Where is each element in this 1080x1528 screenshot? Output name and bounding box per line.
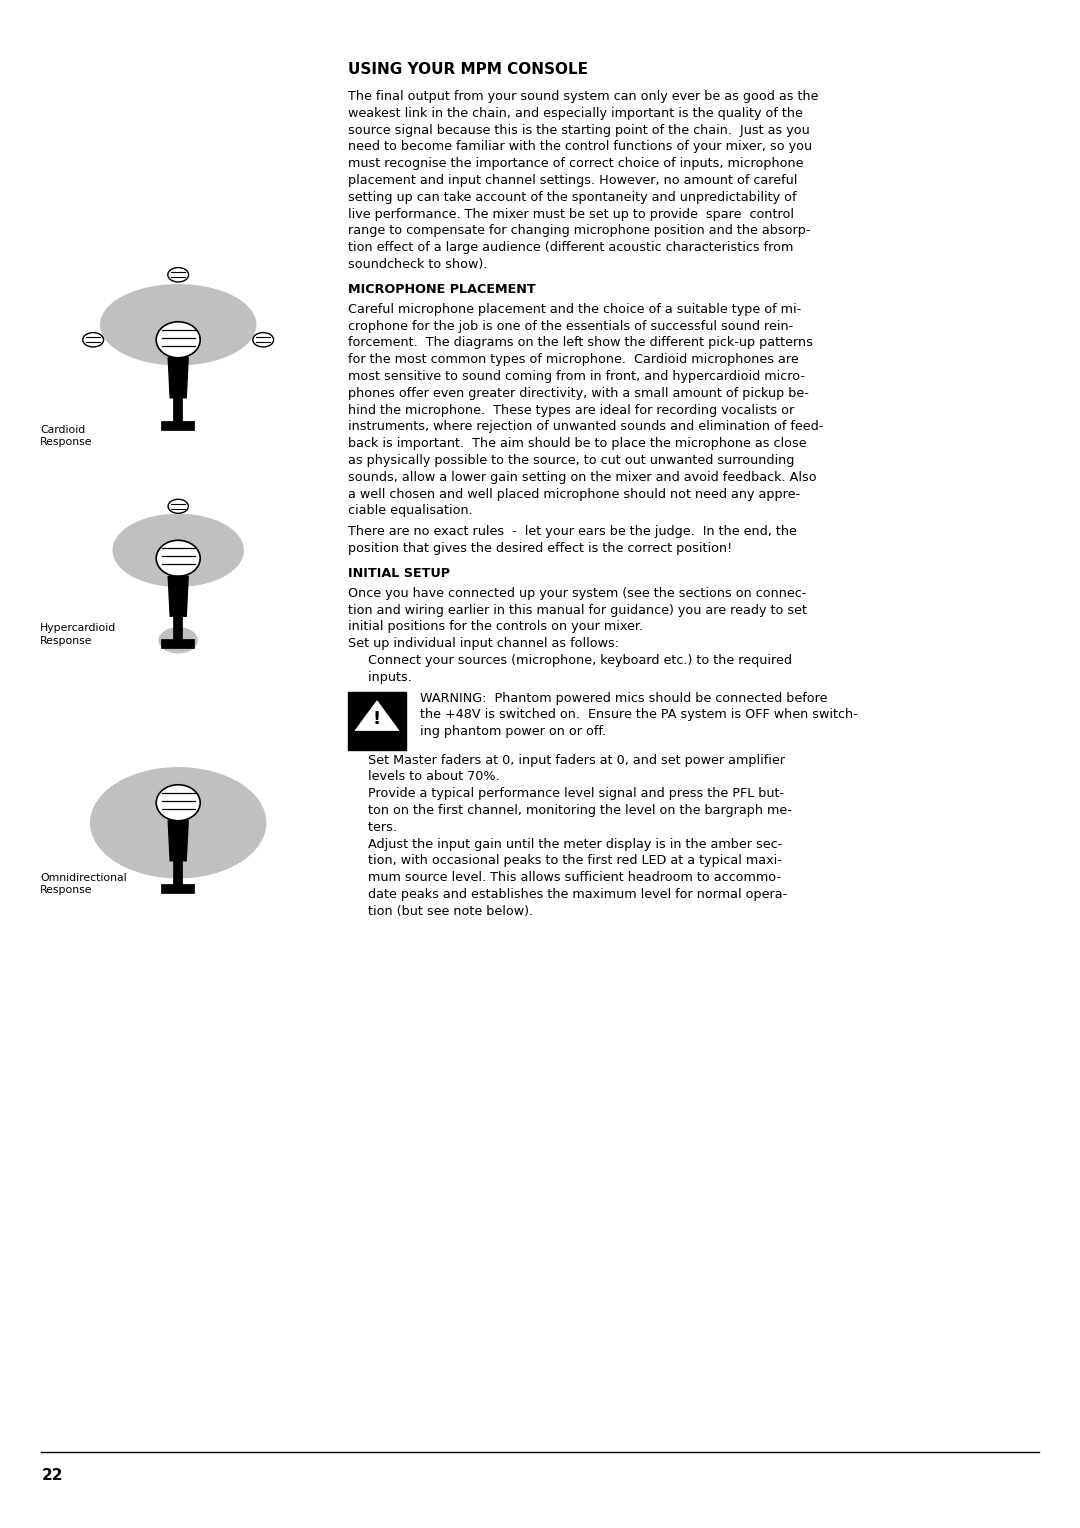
Ellipse shape — [91, 767, 266, 877]
Text: inputs.: inputs. — [348, 671, 411, 685]
Text: tion, with occasional peaks to the first red LED at a typical maxi-: tion, with occasional peaks to the first… — [348, 854, 782, 868]
Ellipse shape — [167, 267, 189, 283]
Text: WARNING:  Phantom powered mics should be connected before: WARNING: Phantom powered mics should be … — [420, 692, 827, 704]
Text: must recognise the importance of correct choice of inputs, microphone: must recognise the importance of correct… — [348, 157, 804, 170]
Ellipse shape — [157, 541, 200, 576]
Text: USING YOUR MPM CONSOLE: USING YOUR MPM CONSOLE — [348, 63, 588, 76]
Text: position that gives the desired effect is the correct position!: position that gives the desired effect i… — [348, 542, 732, 555]
Text: MICROPHONE PLACEMENT: MICROPHONE PLACEMENT — [348, 283, 536, 296]
Text: tion effect of a large audience (different acoustic characteristics from: tion effect of a large audience (differe… — [348, 241, 794, 254]
Text: Careful microphone placement and the choice of a suitable type of mi-: Careful microphone placement and the cho… — [348, 303, 801, 316]
Polygon shape — [168, 821, 188, 860]
Text: sounds, allow a lower gain setting on the mixer and avoid feedback. Also: sounds, allow a lower gain setting on th… — [348, 471, 816, 484]
Text: Cardioid
Response: Cardioid Response — [40, 425, 93, 448]
Text: soundcheck to show).: soundcheck to show). — [348, 258, 487, 270]
Text: date peaks and establishes the maximum level for normal opera-: date peaks and establishes the maximum l… — [348, 888, 787, 902]
Text: live performance. The mixer must be set up to provide  spare  control: live performance. The mixer must be set … — [348, 208, 794, 220]
Text: initial positions for the controls on your mixer.: initial positions for the controls on yo… — [348, 620, 643, 634]
Polygon shape — [168, 358, 188, 397]
Text: Hypercardioid
Response: Hypercardioid Response — [40, 623, 117, 646]
Polygon shape — [355, 701, 399, 730]
Ellipse shape — [100, 284, 256, 365]
Text: weakest link in the chain, and especially important is the quality of the: weakest link in the chain, and especiall… — [348, 107, 802, 119]
Ellipse shape — [83, 333, 104, 347]
Text: phones offer even greater directivity, with a small amount of pickup be-: phones offer even greater directivity, w… — [348, 387, 809, 400]
Text: most sensitive to sound coming from in front, and hypercardioid micro-: most sensitive to sound coming from in f… — [348, 370, 805, 384]
Ellipse shape — [168, 500, 188, 513]
Text: range to compensate for changing microphone position and the absorp-: range to compensate for changing microph… — [348, 225, 810, 237]
Text: need to become familiar with the control functions of your mixer, so you: need to become familiar with the control… — [348, 141, 812, 153]
Text: instruments, where rejection of unwanted sounds and elimination of feed-: instruments, where rejection of unwanted… — [348, 420, 823, 434]
Text: ters.: ters. — [348, 821, 397, 834]
Text: Provide a typical performance level signal and press the PFL but-: Provide a typical performance level sign… — [348, 787, 784, 801]
Text: Adjust the input gain until the meter display is in the amber sec-: Adjust the input gain until the meter di… — [348, 837, 782, 851]
Text: The final output from your sound system can only ever be as good as the: The final output from your sound system … — [348, 90, 819, 102]
Text: tion (but see note below).: tion (but see note below). — [348, 905, 534, 918]
Text: the +48V is switched on.  Ensure the PA system is OFF when switch-: the +48V is switched on. Ensure the PA s… — [420, 709, 858, 721]
Text: back is important.  The aim should be to place the microphone as close: back is important. The aim should be to … — [348, 437, 807, 451]
Text: 22: 22 — [42, 1468, 64, 1484]
Text: setting up can take account of the spontaneity and unpredictability of: setting up can take account of the spont… — [348, 191, 797, 203]
Text: crophone for the job is one of the essentials of successful sound rein-: crophone for the job is one of the essen… — [348, 319, 793, 333]
Text: source signal because this is the starting point of the chain.  Just as you: source signal because this is the starti… — [348, 124, 810, 136]
Text: Set Master faders at 0, input faders at 0, and set power amplifier: Set Master faders at 0, input faders at … — [348, 753, 785, 767]
Text: !: ! — [373, 709, 381, 727]
Ellipse shape — [113, 515, 243, 587]
Text: hind the microphone.  These types are ideal for recording vocalists or: hind the microphone. These types are ide… — [348, 403, 794, 417]
Text: ciable equalisation.: ciable equalisation. — [348, 504, 473, 518]
Text: a well chosen and well placed microphone should not need any appre-: a well chosen and well placed microphone… — [348, 487, 800, 501]
Text: ing phantom power on or off.: ing phantom power on or off. — [420, 726, 606, 738]
Text: placement and input channel settings. However, no amount of careful: placement and input channel settings. Ho… — [348, 174, 797, 186]
Text: Set up individual input channel as follows:: Set up individual input channel as follo… — [348, 637, 619, 651]
Text: levels to about 70%.: levels to about 70%. — [348, 770, 500, 784]
Text: tion and wiring earlier in this manual for guidance) you are ready to set: tion and wiring earlier in this manual f… — [348, 604, 807, 617]
Ellipse shape — [157, 785, 200, 821]
FancyBboxPatch shape — [348, 692, 406, 750]
Text: There are no exact rules  -  let your ears be the judge.  In the end, the: There are no exact rules - let your ears… — [348, 526, 797, 538]
Text: Connect your sources (microphone, keyboard etc.) to the required: Connect your sources (microphone, keyboa… — [348, 654, 792, 668]
Ellipse shape — [157, 322, 200, 358]
Text: mum source level. This allows sufficient headroom to accommo-: mum source level. This allows sufficient… — [348, 871, 781, 885]
Text: ton on the first channel, monitoring the level on the bargraph me-: ton on the first channel, monitoring the… — [348, 804, 792, 817]
Text: forcement.  The diagrams on the left show the different pick-up patterns: forcement. The diagrams on the left show… — [348, 336, 813, 350]
Ellipse shape — [253, 333, 273, 347]
Polygon shape — [168, 576, 188, 616]
Text: as physically possible to the source, to cut out unwanted surrounding: as physically possible to the source, to… — [348, 454, 795, 468]
Text: Omnidirectional
Response: Omnidirectional Response — [40, 872, 126, 895]
Text: INITIAL SETUP: INITIAL SETUP — [348, 567, 450, 579]
Ellipse shape — [159, 628, 198, 652]
Text: for the most common types of microphone.  Cardioid microphones are: for the most common types of microphone.… — [348, 353, 799, 367]
Text: Once you have connected up your system (see the sections on connec-: Once you have connected up your system (… — [348, 587, 807, 601]
